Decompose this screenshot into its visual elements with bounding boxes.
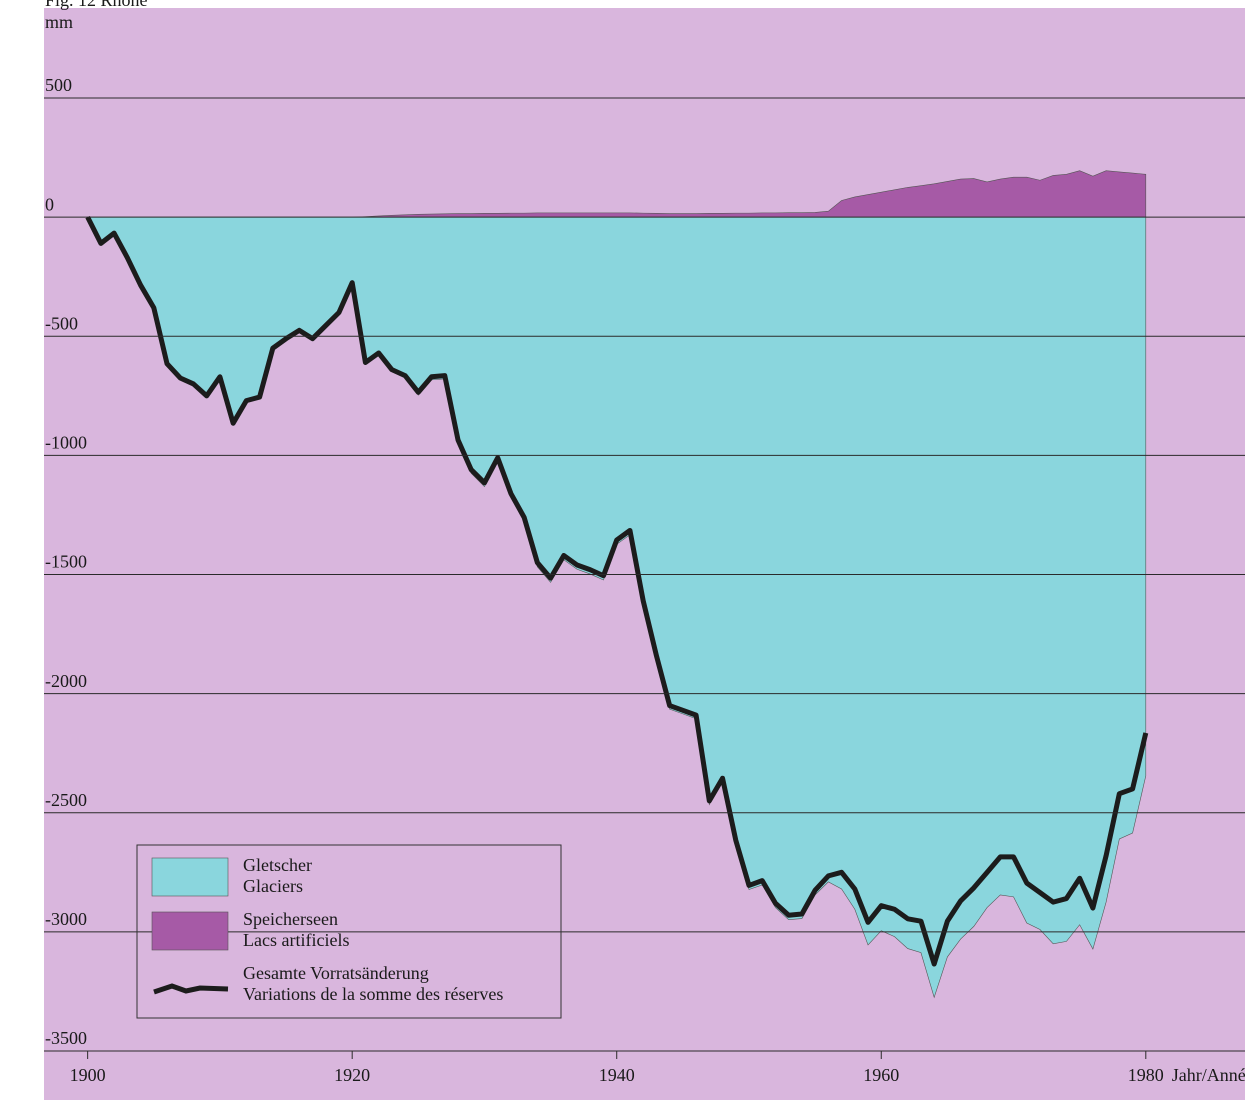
y-tick-label: -500 <box>45 313 78 333</box>
legend-label: Lacs artificiels <box>243 930 349 950</box>
x-tick-label: 1920 <box>334 1065 370 1085</box>
legend-swatch <box>151 857 229 897</box>
legend-label: Gesamte Vorratsänderung <box>243 963 429 983</box>
legend-label: Variations de la somme des réserves <box>243 984 503 1004</box>
legend-frame <box>136 844 562 1019</box>
y-tick-label: -1500 <box>45 552 87 572</box>
y-tick-label: 0 <box>45 194 54 214</box>
x-tick-label: 1900 <box>70 1065 106 1085</box>
axes: 500 0 -500 -1000 -1500 -2000 -2500 -3000 -3500 19… <box>44 75 1245 1085</box>
y-tick-label: 500 <box>45 75 72 95</box>
x-tick-label: 1940 <box>599 1065 635 1085</box>
legend-swatch <box>151 911 229 951</box>
y-tick-label: -2000 <box>45 671 87 691</box>
y-tick-label: -3000 <box>45 909 87 929</box>
legend-label: Glaciers <box>243 876 303 896</box>
y-tick-label: -1000 <box>45 433 87 453</box>
y-tick-label: -2500 <box>45 790 87 810</box>
line <box>85 216 1149 967</box>
legend-swatch <box>153 983 229 995</box>
y-tick-label: -3500 <box>45 1028 87 1048</box>
x-axis-label: Jahr/Année <box>1172 1065 1245 1085</box>
x-tick-label: 1980 <box>1128 1065 1164 1085</box>
x-tick-label: 1960 <box>863 1065 899 1085</box>
legend-label: Gletscher <box>243 855 312 875</box>
y-axis-label: mm <box>45 12 73 32</box>
legend-label: Speicherseen <box>243 909 338 929</box>
chart-title: Fig. 12 Rhône <box>45 0 148 10</box>
